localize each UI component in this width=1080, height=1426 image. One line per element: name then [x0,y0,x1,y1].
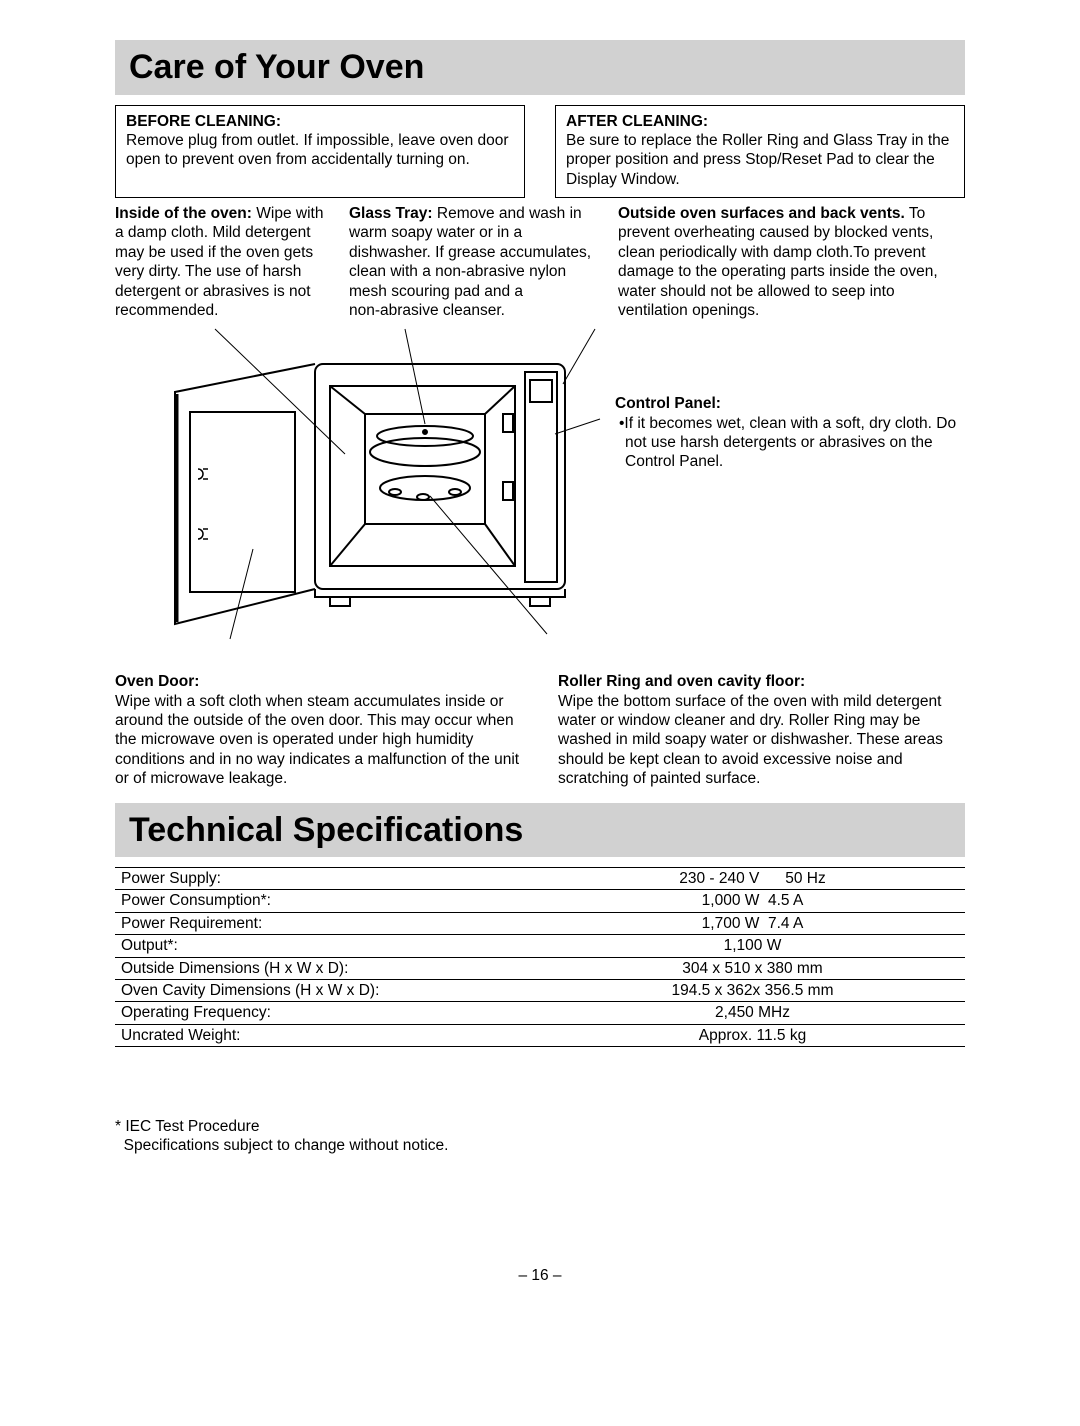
spec-value: 304 x 510 x 380 mm [540,957,965,979]
section-heading-care: Care of Your Oven [115,40,965,95]
spec-value: 1,100 W [540,935,965,957]
page-number: – 16 – [115,1266,965,1285]
table-row: Output*:1,100 W [115,935,965,957]
outside-body: To prevent overheating caused by blocked… [618,205,938,319]
table-row: Outside Dimensions (H x W x D):304 x 510… [115,957,965,979]
after-cleaning-title: AFTER CLEANING: [566,112,954,131]
glass-tray-title: Glass Tray: [349,205,433,222]
control-panel-block: Control Panel: •If it becomes wet, clean… [615,394,965,472]
oven-diagram [115,324,605,654]
spec-value: Approx. 11.5 kg [540,1024,965,1046]
outside-block: Outside oven surfaces and back vents. To… [618,204,965,320]
oven-door-block: Oven Door: Wipe with a soft cloth when s… [115,672,522,788]
table-row: Operating Frequency:2,450 MHz [115,1002,965,1024]
spec-label: Power Requirement: [115,912,540,934]
after-cleaning-body: Be sure to replace the Roller Ring and G… [566,131,954,189]
three-column-notes: Inside of the oven: Wipe with a damp clo… [115,204,965,320]
bottom-notes: Oven Door: Wipe with a soft cloth when s… [115,672,965,788]
diagram-row: Control Panel: •If it becomes wet, clean… [115,324,965,654]
right-side-column: Control Panel: •If it becomes wet, clean… [615,324,965,654]
inside-oven-body: Wipe with a damp cloth. Mild detergent m… [115,205,323,319]
spec-label: Power Supply: [115,868,540,890]
before-cleaning-title: BEFORE CLEANING: [126,112,514,131]
spec-label: Outside Dimensions (H x W x D): [115,957,540,979]
table-row: Power Requirement:1,700 W 7.4 A [115,912,965,934]
roller-ring-body: Wipe the bottom surface of the oven with… [558,692,965,789]
control-panel-title: Control Panel: [615,394,965,413]
spec-value: 194.5 x 362x 356.5 mm [540,979,965,1001]
table-row: Uncrated Weight:Approx. 11.5 kg [115,1024,965,1046]
glass-tray-block: Glass Tray: Remove and wash in warm soap… [349,204,604,320]
after-cleaning-box: AFTER CLEANING: Be sure to replace the R… [555,105,965,199]
control-panel-body: •If it becomes wet, clean with a soft, d… [615,414,965,472]
spec-table-body: Power Supply:230 - 240 V 50 HzPower Cons… [115,868,965,1047]
spec-value: 230 - 240 V 50 Hz [540,868,965,890]
footnote-1: * IEC Test Procedure [115,1117,965,1136]
inside-oven-block: Inside of the oven: Wipe with a damp clo… [115,204,335,320]
roller-ring-block: Roller Ring and oven cavity floor: Wipe … [558,672,965,788]
spec-table: Power Supply:230 - 240 V 50 HzPower Cons… [115,867,965,1047]
footnotes: * IEC Test Procedure Specifications subj… [115,1117,965,1156]
inside-oven-title: Inside of the oven: [115,205,252,222]
spec-value: 2,450 MHz [540,1002,965,1024]
spec-label: Power Consumption*: [115,890,540,912]
table-row: Power Consumption*:1,000 W 4.5 A [115,890,965,912]
spec-value: 1,000 W 4.5 A [540,890,965,912]
oven-door-body: Wipe with a soft cloth when steam accumu… [115,692,522,789]
section-heading-spec: Technical Specifications [115,803,965,858]
spec-value: 1,700 W 7.4 A [540,912,965,934]
footnote-2: Specifications subject to change without… [115,1136,965,1155]
glass-tray-body: Remove and wash in warm soapy water or i… [349,205,591,319]
before-cleaning-body: Remove plug from outlet. If impossible, … [126,131,514,170]
roller-ring-title: Roller Ring and oven cavity floor: [558,672,965,691]
oven-svg [115,324,605,654]
spec-label: Oven Cavity Dimensions (H x W x D): [115,979,540,1001]
heading-care-title: Care of Your Oven [129,46,951,89]
before-cleaning-box: BEFORE CLEANING: Remove plug from outlet… [115,105,525,199]
heading-spec-title: Technical Specifications [129,809,951,852]
oven-door-title: Oven Door: [115,672,522,691]
spec-label: Uncrated Weight: [115,1024,540,1046]
outside-title: Outside oven surfaces and back vents. [618,205,905,222]
table-row: Oven Cavity Dimensions (H x W x D):194.5… [115,979,965,1001]
spec-label: Operating Frequency: [115,1002,540,1024]
cleaning-boxes: BEFORE CLEANING: Remove plug from outlet… [115,105,965,199]
table-row: Power Supply:230 - 240 V 50 Hz [115,868,965,890]
spec-label: Output*: [115,935,540,957]
